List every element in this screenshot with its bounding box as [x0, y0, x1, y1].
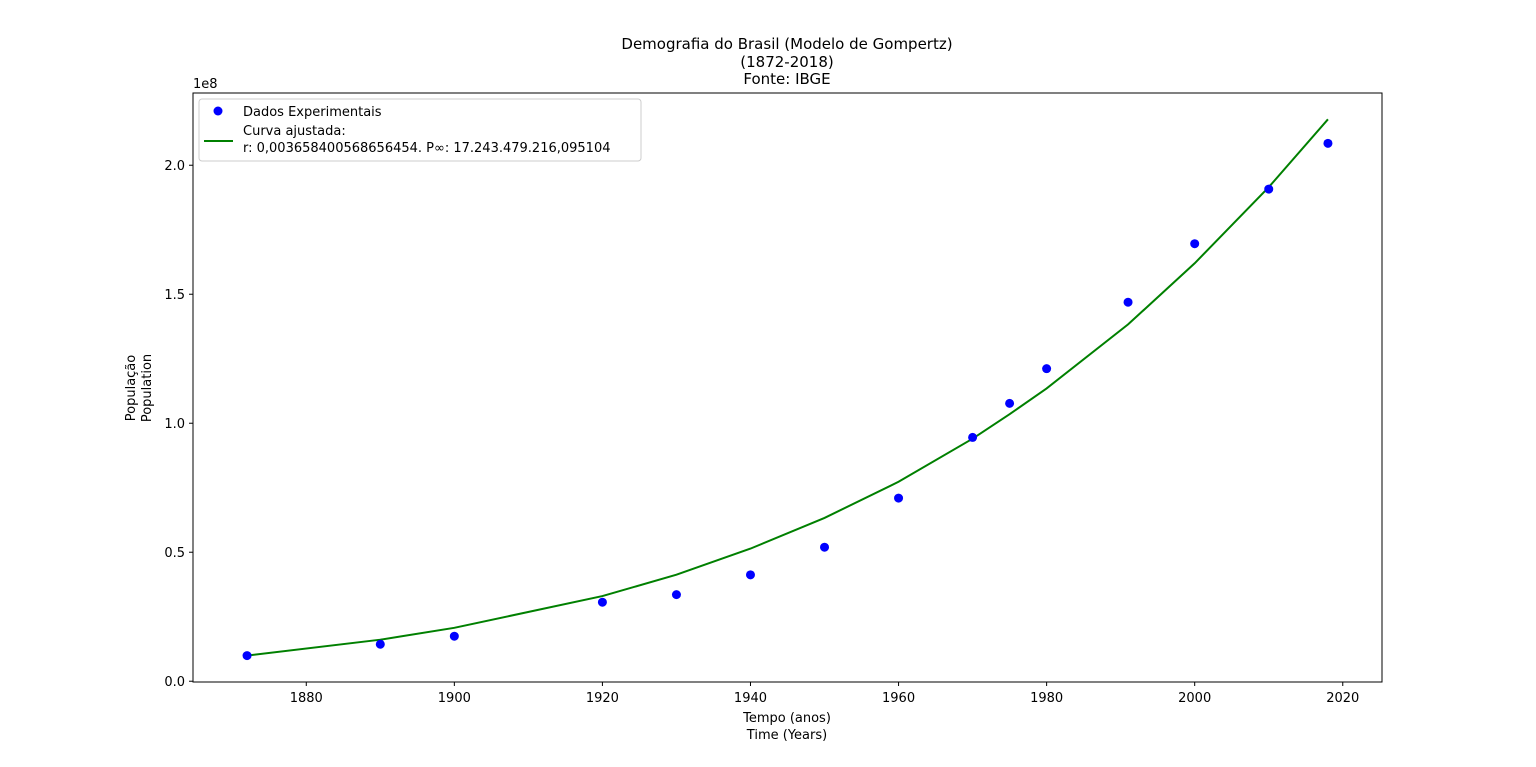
data-point	[968, 432, 978, 442]
y-axis-label-line-1: População	[124, 355, 139, 422]
legend-label-fitted-line: Curva ajustada:	[243, 124, 346, 139]
data-point	[745, 570, 755, 580]
legend-label-fitted: Curva ajustada: r: 0,003658400568656454. …	[243, 124, 611, 156]
y-axis-ticks: 0.0 0.5 1.0 1.5 2.0	[164, 159, 193, 690]
x-tick-label: 1980	[1030, 691, 1063, 706]
data-point	[671, 590, 681, 600]
legend-label-experimental: Dados Experimentais	[243, 105, 382, 120]
x-axis-label-line-1: Tempo (anos)	[742, 711, 831, 726]
legend-label-fitted-line: r: 0,003658400568656454. P∞: 17.243.479.…	[243, 141, 611, 156]
data-point	[449, 631, 459, 641]
data-point	[1005, 398, 1015, 408]
data-point	[1190, 239, 1200, 249]
fitted-curve-layer	[246, 118, 1329, 657]
data-point	[375, 639, 385, 649]
chart-title-line-2: (1872-2018)	[740, 53, 833, 71]
data-point	[1323, 138, 1333, 148]
x-tick-label: 1920	[586, 691, 619, 706]
fitted-curve-line	[246, 118, 1329, 657]
y-tick-label: 1.0	[164, 417, 185, 432]
legend: Dados Experimentais Curva ajustada: r: 0,…	[198, 98, 642, 162]
data-point	[894, 493, 904, 503]
y-tick-label: 2.0	[164, 159, 185, 174]
experimental-points-layer	[242, 138, 1333, 661]
x-tick-label: 1960	[882, 691, 915, 706]
data-point	[1264, 184, 1274, 194]
y-tick-label: 1.5	[164, 288, 185, 303]
x-tick-label: 1880	[290, 691, 323, 706]
data-point	[820, 542, 830, 552]
chart-title-line-1: Demografia do Brasil (Modelo de Gompertz…	[621, 35, 952, 53]
legend-box	[198, 98, 642, 162]
x-axis-ticks: 1880 1900 1920 1940 1960 1980 2000 2020	[290, 682, 1359, 706]
y-axis-label-line-2: Population	[140, 354, 155, 422]
y-tick-label: 0.0	[164, 675, 185, 690]
data-point	[597, 597, 607, 607]
x-tick-label: 1900	[438, 691, 471, 706]
x-axis-label-line-2: Time (Years)	[746, 728, 827, 743]
data-point	[1123, 297, 1133, 307]
data-point	[1042, 364, 1052, 374]
chart-title-line-3: Fonte: IBGE	[743, 70, 830, 88]
x-tick-label: 2000	[1178, 691, 1211, 706]
x-tick-label: 2020	[1326, 691, 1359, 706]
y-axis-offset-text: 1e8	[193, 77, 218, 92]
legend-marker-experimental	[213, 106, 223, 116]
y-tick-label: 0.5	[164, 546, 185, 561]
x-tick-label: 1940	[734, 691, 767, 706]
plot-area-frame	[192, 92, 1383, 683]
data-point	[242, 651, 252, 661]
